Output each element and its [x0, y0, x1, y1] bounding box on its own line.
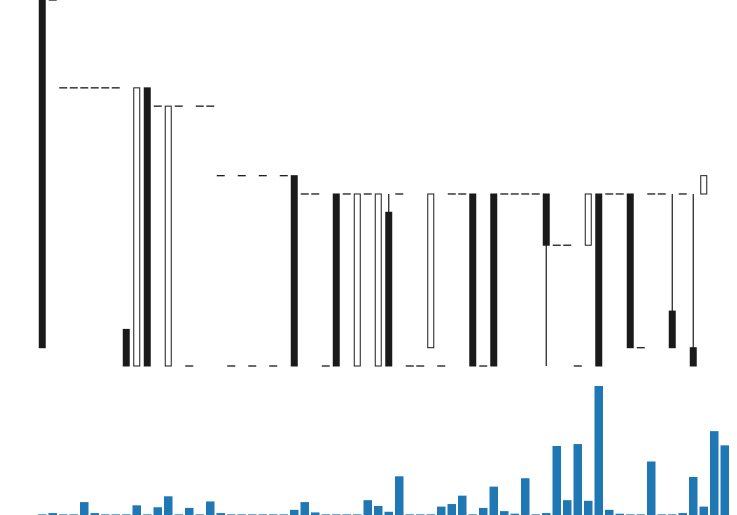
- candle: [143, 87, 151, 367]
- candle-body-down: [38, 0, 46, 349]
- candle: [490, 193, 498, 367]
- candle-body-up: [164, 105, 172, 367]
- candle: [133, 87, 141, 367]
- volume-bar: [447, 504, 456, 515]
- candle: [290, 175, 298, 367]
- candle-body-up: [427, 193, 435, 349]
- volume-bar: [542, 513, 551, 515]
- candle-body-up: [374, 193, 382, 367]
- volume-bar: [206, 501, 215, 515]
- volume-bar: [489, 486, 498, 515]
- candle-body-down: [542, 193, 550, 246]
- candle: [374, 193, 382, 367]
- volume-panel: [38, 386, 729, 515]
- volume-bar: [374, 505, 383, 515]
- volume-bar: [699, 506, 708, 515]
- volume-bar: [500, 511, 509, 515]
- volume-bar: [132, 505, 141, 515]
- volume-bar: [615, 513, 624, 515]
- candle: [700, 175, 708, 195]
- volume-bar: [384, 511, 393, 515]
- candle-body-down: [290, 175, 298, 367]
- candle: [668, 193, 676, 349]
- candle: [542, 193, 550, 366]
- volume-bar: [48, 513, 57, 515]
- volume-bar: [290, 509, 299, 515]
- volume-bar: [510, 513, 519, 515]
- volume-bar: [395, 476, 404, 515]
- volume-bar: [185, 507, 194, 515]
- volume-bar: [678, 513, 687, 515]
- candle-body-down: [385, 211, 393, 367]
- volume-bar: [573, 444, 582, 515]
- volume-bar: [437, 506, 446, 515]
- volume-bar: [90, 513, 99, 515]
- candle: [427, 193, 435, 349]
- volume-bar: [479, 507, 488, 515]
- volume-bar: [552, 445, 561, 515]
- candle-body-down: [689, 347, 697, 367]
- volume-bar: [605, 509, 614, 515]
- price-panel: [38, 0, 708, 367]
- volume-bar: [521, 478, 530, 515]
- volume-bar: [720, 445, 729, 515]
- candle-body-down: [469, 193, 477, 367]
- volume-bar: [216, 513, 225, 515]
- candle-body-down: [626, 193, 634, 349]
- candle: [353, 193, 361, 367]
- volume-bar: [458, 495, 467, 515]
- volume-bar: [311, 512, 320, 515]
- candle-body-down: [332, 193, 340, 367]
- volume-bar: [300, 502, 309, 515]
- candle: [122, 328, 130, 367]
- candle-body-up: [353, 193, 361, 367]
- candle: [469, 193, 477, 367]
- volume-bar: [584, 500, 593, 515]
- candle: [626, 193, 634, 349]
- candle: [164, 105, 172, 367]
- candle-body-down: [490, 193, 498, 367]
- candle: [584, 193, 592, 246]
- candle-body-up: [133, 87, 141, 367]
- volume-bar: [647, 461, 656, 515]
- candle-body-up: [700, 175, 708, 195]
- candle-body-down: [668, 310, 676, 349]
- candle: [689, 193, 697, 367]
- volume-bar: [594, 386, 603, 515]
- volume-bar: [153, 507, 162, 515]
- candle: [385, 193, 393, 367]
- volume-bar: [710, 431, 719, 515]
- volume-bar: [563, 500, 572, 515]
- candle-body-up: [584, 193, 592, 246]
- candle: [595, 193, 603, 367]
- candle: [38, 0, 46, 349]
- candle-body-down: [143, 87, 151, 367]
- volume-bar: [689, 476, 698, 515]
- candle-body-down: [122, 328, 130, 367]
- volume-bar: [80, 502, 89, 515]
- candle: [332, 193, 340, 367]
- volume-bar: [363, 500, 372, 515]
- candle-body-down: [595, 193, 603, 367]
- volume-bar: [164, 496, 173, 515]
